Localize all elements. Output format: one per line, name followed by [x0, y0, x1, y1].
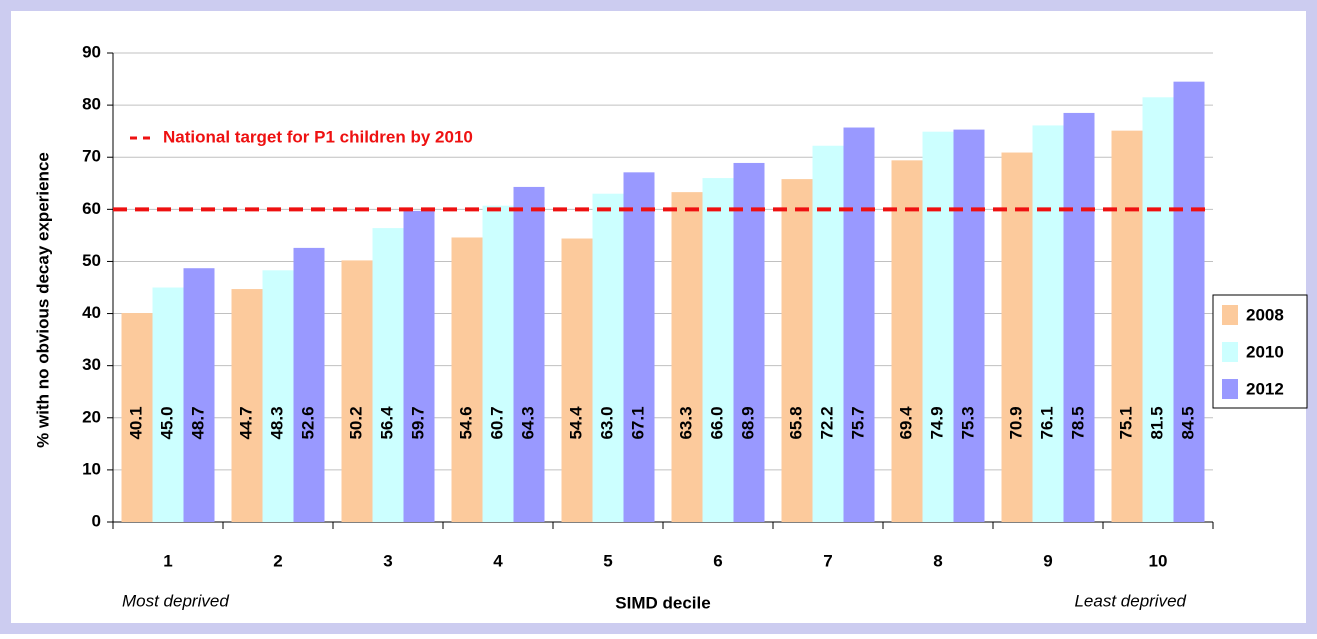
x-tick-label: 2: [273, 551, 282, 570]
bar: [341, 260, 373, 522]
value-label: 60.7: [487, 406, 506, 439]
value-label: 54.6: [456, 406, 475, 439]
y-tick-label: 50: [82, 251, 101, 270]
y-tick-label: 40: [82, 303, 101, 322]
value-label: 63.0: [597, 406, 616, 439]
bar: [623, 172, 655, 522]
value-label: 68.9: [738, 406, 757, 439]
bar: [403, 210, 435, 522]
value-label: 67.1: [628, 406, 647, 439]
value-label: 81.5: [1147, 406, 1166, 439]
bar: [953, 129, 985, 522]
bar: [781, 179, 813, 522]
x-tick-label: 1: [163, 551, 172, 570]
y-tick-label: 80: [82, 95, 101, 114]
legend-swatch: [1222, 342, 1238, 362]
y-tick-label: 20: [82, 407, 101, 426]
value-label: 65.8: [786, 406, 805, 439]
x-tick-label: 10: [1149, 551, 1168, 570]
x-tick-label: 7: [823, 551, 832, 570]
x-axis-note-right: Least deprived: [1074, 591, 1186, 610]
value-label: 69.4: [896, 406, 915, 440]
value-label: 84.5: [1178, 406, 1197, 439]
x-tick-label: 3: [383, 551, 392, 570]
bar: [1032, 125, 1064, 522]
bar: [451, 237, 483, 522]
value-label: 59.7: [408, 406, 427, 439]
value-label: 64.3: [518, 406, 537, 439]
bar: [1001, 152, 1033, 522]
x-tick-label: 4: [493, 551, 503, 570]
value-label: 52.6: [298, 406, 317, 439]
bar: [293, 247, 325, 522]
value-label: 45.0: [157, 406, 176, 439]
y-tick-label: 90: [82, 42, 101, 61]
value-label: 63.3: [676, 406, 695, 439]
y-tick-label: 60: [82, 199, 101, 218]
x-tick-label: 9: [1043, 551, 1052, 570]
value-label: 72.2: [817, 406, 836, 439]
y-tick-label: 70: [82, 147, 101, 166]
legend-swatch: [1222, 305, 1238, 325]
x-tick-label: 8: [933, 551, 942, 570]
value-label: 40.1: [126, 406, 145, 439]
x-tick-label: 6: [713, 551, 722, 570]
x-axis-label: SIMD decile: [615, 593, 710, 612]
bar: [1142, 97, 1174, 523]
bar: [121, 313, 153, 522]
bar: [372, 228, 404, 523]
y-tick-label: 10: [82, 459, 101, 478]
value-label: 75.1: [1116, 406, 1135, 439]
value-label: 66.0: [707, 406, 726, 439]
target-label: National target for P1 children by 2010: [163, 127, 473, 146]
value-label: 74.9: [927, 406, 946, 439]
legend-label: 2008: [1246, 305, 1284, 324]
value-label: 75.3: [958, 406, 977, 439]
legend-label: 2010: [1246, 342, 1284, 361]
x-tick-label: 5: [603, 551, 612, 570]
legend-label: 2012: [1246, 379, 1284, 398]
bar: [482, 205, 514, 523]
bar: [592, 193, 624, 522]
value-label: 44.7: [236, 406, 255, 439]
bar: [702, 178, 734, 523]
value-label: 48.3: [267, 406, 286, 439]
bar: [561, 238, 593, 522]
value-label: 50.2: [346, 406, 365, 439]
value-label: 78.5: [1068, 406, 1087, 439]
bar: [513, 186, 545, 523]
legend-swatch: [1222, 379, 1238, 399]
bar: [262, 270, 294, 522]
value-label: 48.7: [188, 406, 207, 439]
bar: [1063, 112, 1095, 522]
bar: [843, 127, 875, 522]
y-axis-note-left: Most deprived: [122, 591, 229, 610]
bar: [812, 145, 844, 522]
bar: [183, 268, 215, 522]
bar: [733, 162, 765, 522]
bar: [891, 160, 923, 523]
bar: [1173, 81, 1205, 523]
bar: [922, 131, 954, 522]
value-label: 70.9: [1006, 406, 1025, 439]
value-label: 75.7: [848, 406, 867, 439]
y-tick-label: 0: [92, 511, 101, 530]
bar: [671, 192, 703, 523]
bar: [152, 287, 184, 522]
value-label: 76.1: [1037, 406, 1056, 439]
bar: [231, 289, 263, 522]
value-label: 54.4: [566, 406, 585, 440]
bar: [1111, 130, 1143, 522]
y-axis-label: % with no obvious decay experience: [33, 152, 52, 448]
value-label: 56.4: [377, 406, 396, 440]
y-tick-label: 30: [82, 355, 101, 374]
